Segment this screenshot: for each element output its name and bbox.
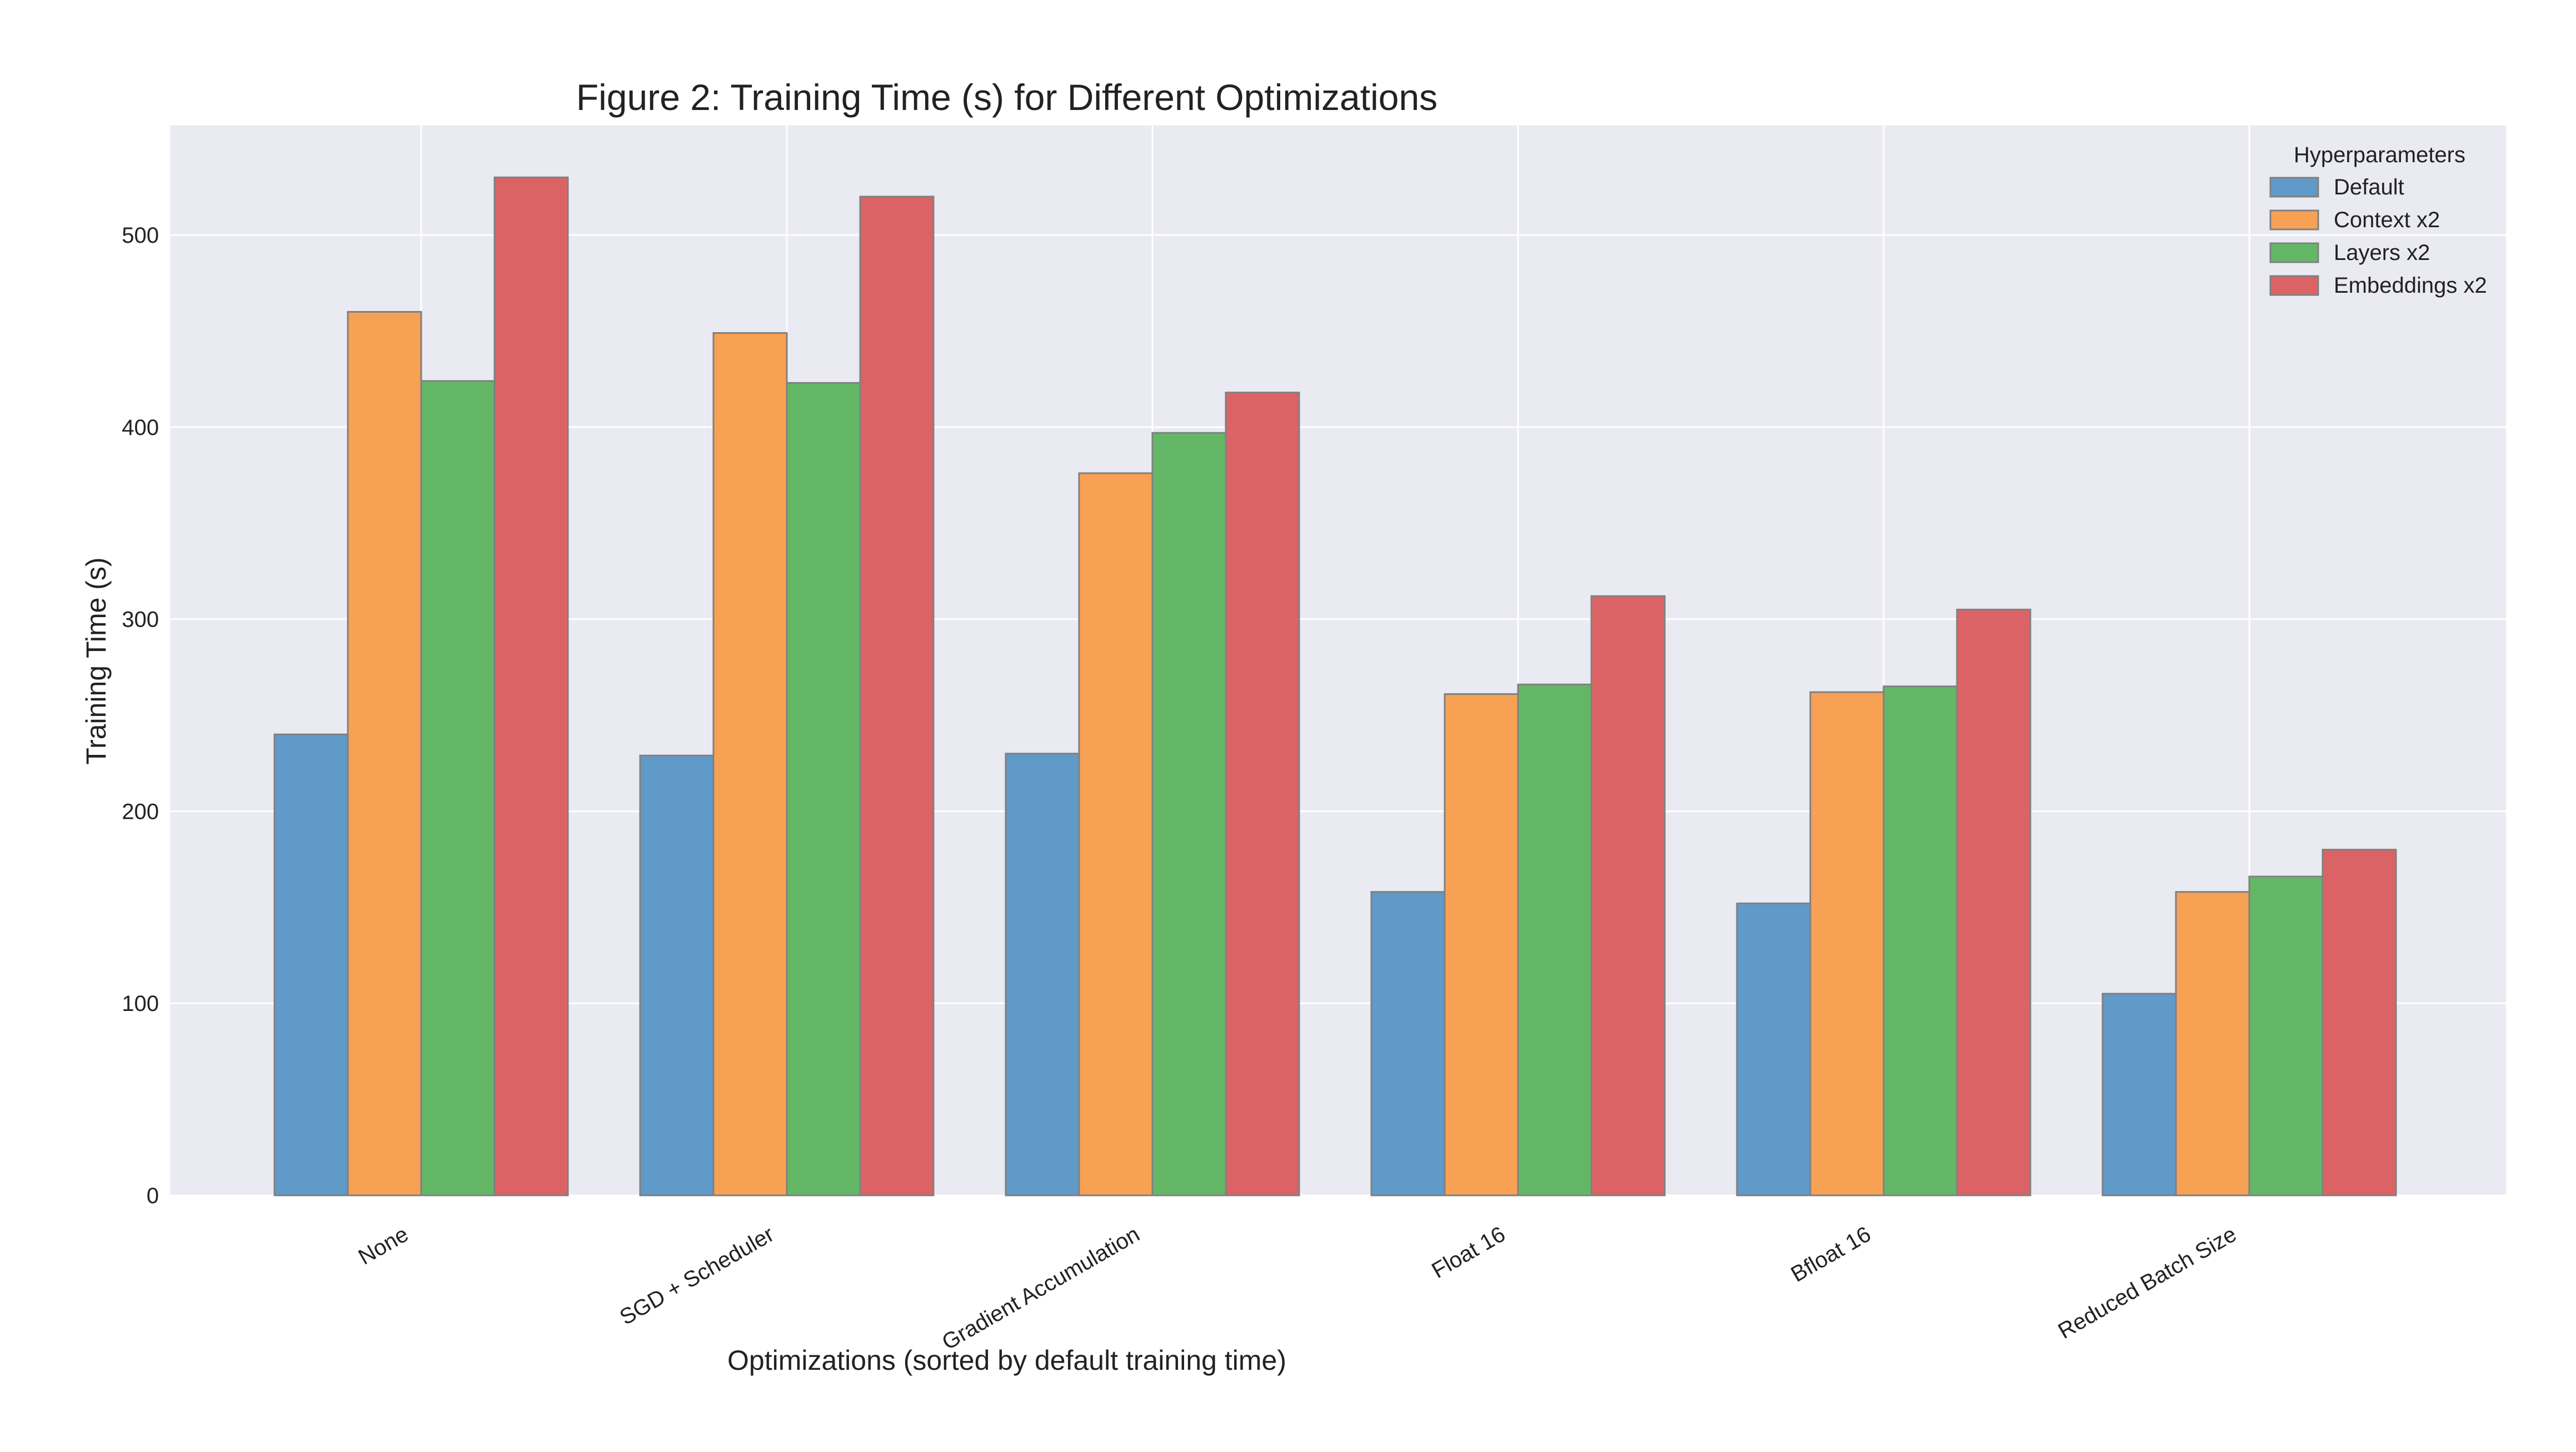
bar-embeddings-x2-1 xyxy=(859,196,935,1196)
bar-embeddings-x2-2 xyxy=(1225,392,1300,1196)
bar-default-2 xyxy=(1005,753,1080,1196)
bar-default-3 xyxy=(1370,891,1446,1196)
bar-layers-x2-1 xyxy=(786,382,861,1196)
bar-layers-x2-5 xyxy=(2248,875,2324,1196)
legend-swatch xyxy=(2269,242,2319,263)
chart-title: Figure 2: Training Time (s) for Differen… xyxy=(576,77,1437,118)
bar-context-x2-5 xyxy=(2175,891,2250,1196)
y-tick-label: 400 xyxy=(122,415,159,440)
legend-label: Layers x2 xyxy=(2334,241,2430,265)
bar-context-x2-1 xyxy=(712,332,788,1196)
legend-swatch xyxy=(2269,275,2319,296)
x-tick-label: Float 16 xyxy=(1427,1222,1509,1283)
bar-layers-x2-4 xyxy=(1883,685,1958,1196)
bar-layers-x2-3 xyxy=(1517,683,1592,1196)
legend-swatch xyxy=(2269,177,2319,198)
legend-label: Context x2 xyxy=(2334,208,2440,232)
bar-context-x2-3 xyxy=(1444,693,1519,1196)
legend-swatch xyxy=(2269,209,2319,231)
bar-default-5 xyxy=(2101,993,2177,1196)
y-tick-label: 300 xyxy=(122,608,159,632)
bar-context-x2-4 xyxy=(1809,691,1885,1196)
x-axis-label: Optimizations (sorted by default trainin… xyxy=(727,1345,1286,1376)
bar-embeddings-x2-0 xyxy=(493,176,569,1196)
bar-embeddings-x2-4 xyxy=(1956,608,2031,1196)
bar-layers-x2-2 xyxy=(1151,432,1227,1196)
y-axis-ticks: 0 100 200 300 400 500 xyxy=(122,223,159,1208)
y-tick-label: 100 xyxy=(122,992,159,1016)
x-tick-label: Bfloat 16 xyxy=(1787,1222,1875,1287)
x-tick-label: Gradient Accumulation xyxy=(938,1222,1144,1355)
bar-default-4 xyxy=(1736,902,1811,1196)
y-tick-label: 200 xyxy=(122,799,159,824)
legend-label: Default xyxy=(2334,175,2404,199)
bar-embeddings-x2-5 xyxy=(2322,849,2397,1196)
x-tick-label: None xyxy=(355,1222,413,1270)
x-tick-label: SGD + Scheduler xyxy=(616,1222,778,1330)
y-axis-label: Training Time (s) xyxy=(81,557,112,764)
x-tick-label: Reduced Batch Size xyxy=(2054,1222,2241,1344)
bar-context-x2-2 xyxy=(1078,472,1154,1196)
bar-context-x2-0 xyxy=(347,311,422,1196)
y-tick-label: 0 xyxy=(147,1184,159,1208)
legend-title: Hyperparameters xyxy=(2294,143,2465,167)
bar-default-1 xyxy=(639,754,715,1196)
bar-layers-x2-0 xyxy=(420,380,496,1196)
legend-label: Embeddings x2 xyxy=(2334,273,2487,298)
legend: Hyperparameters Default Context x2 Layers … xyxy=(2269,143,2487,298)
y-tick-label: 500 xyxy=(122,223,159,248)
bar-default-0 xyxy=(273,733,349,1196)
bar-embeddings-x2-3 xyxy=(1590,595,1666,1196)
bars xyxy=(273,176,2397,1196)
x-axis-ticks: None SGD + Scheduler Gradient Accumulation… xyxy=(355,1222,2241,1355)
